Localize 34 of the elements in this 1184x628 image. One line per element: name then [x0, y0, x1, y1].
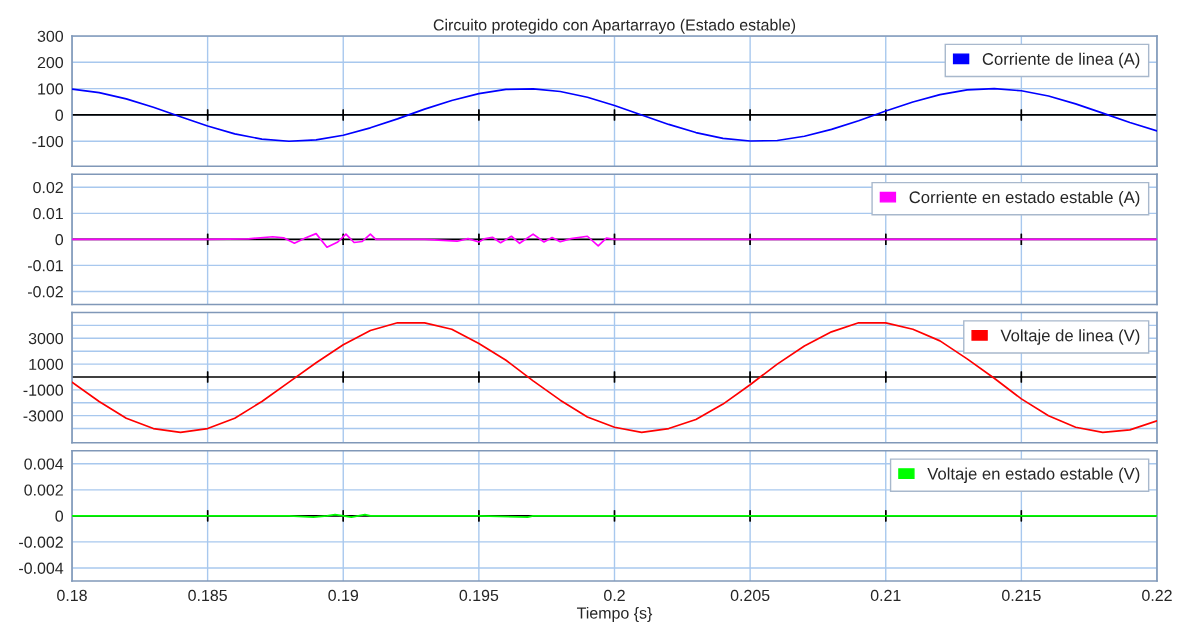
y-tick-label: -3000 [23, 410, 64, 422]
y-tick-label: -0.002 [19, 536, 63, 548]
y-tick-label: 300 [37, 30, 64, 42]
y-tick-label: 0.01 [33, 207, 63, 220]
y-tick-label: -100 [32, 135, 64, 148]
x-tick-label: 0.19 [328, 589, 359, 602]
y-tick-label: 0.002 [24, 484, 63, 496]
legend-label: Corriente en estado estable (A) [909, 190, 1140, 207]
y-tick-label: 0 [55, 234, 64, 246]
y-tick-label: 100 [38, 83, 64, 95]
chart-title: Circuito protegido con Apartarrayo (Estado estable) [433, 18, 796, 34]
x-tick-label: 0.195 [459, 589, 499, 602]
y-tick-label: -0.02 [27, 286, 63, 298]
y-tick-label: -0.004 [19, 562, 64, 574]
x-tick-label: 0.185 [188, 589, 227, 602]
y-tick-label: 1000 [29, 358, 64, 371]
x-axis-title: Tiempo {s} [576, 607, 653, 622]
y-tick-label: 0 [55, 510, 64, 522]
y-tick-label: 0.004 [24, 458, 64, 470]
y-tick-label: 0.02 [33, 181, 63, 194]
y-tick-label: 0 [55, 109, 64, 121]
legend-label: Voltaje de linea (V) [1000, 329, 1140, 345]
x-tick-label: 0.21 [870, 589, 901, 602]
y-tick-label: -1000 [23, 384, 64, 396]
x-tick-label: 0.205 [730, 589, 770, 602]
x-tick-label: 0.2 [604, 589, 625, 602]
y-tick-label: -0.01 [27, 260, 63, 272]
x-tick-label: 0.215 [1002, 589, 1041, 602]
y-tick-label: 3000 [28, 332, 64, 345]
legend-label: Corriente de linea (A) [982, 52, 1140, 69]
legend-label: Voltaje en estado estable (V) [927, 467, 1140, 483]
y-tick-label: 200 [37, 56, 64, 69]
x-tick-label: 0.18 [57, 589, 87, 602]
x-tick-label: 0.22 [1142, 589, 1172, 602]
